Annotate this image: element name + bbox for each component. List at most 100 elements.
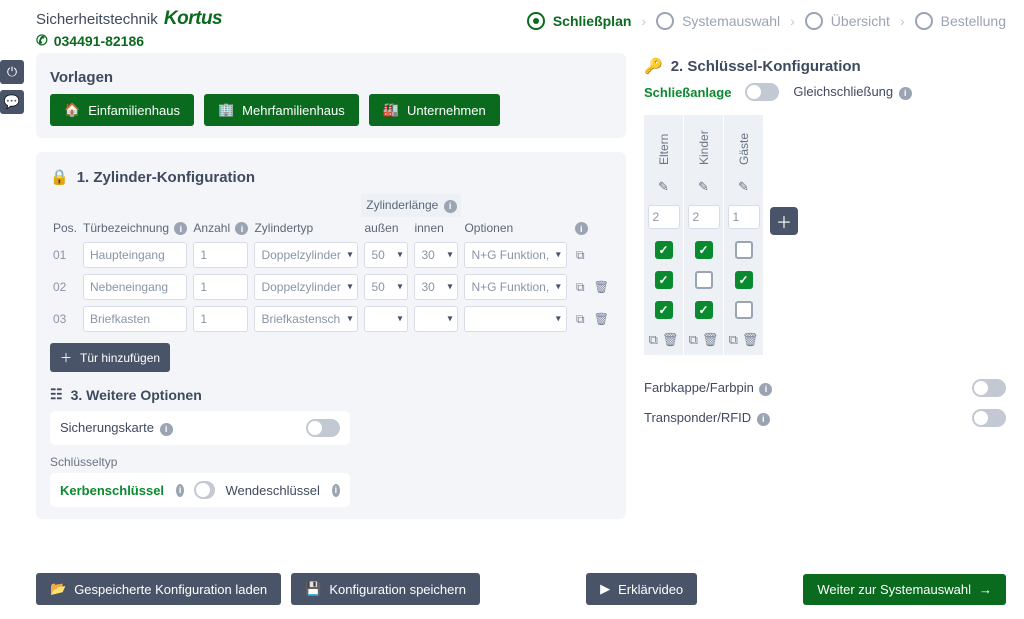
hdr-pos: Pos. <box>50 217 80 240</box>
key-matrix: Eltern✎⧉🗑Kinder✎⧉🗑Gäste✎⧉🗑＋ <box>644 115 1006 355</box>
phone-icon: ✆ <box>36 32 48 49</box>
info-icon[interactable]: i <box>444 200 457 213</box>
matrix-checkbox[interactable] <box>695 241 713 259</box>
edit-column-icon[interactable]: ✎ <box>658 173 669 201</box>
hdr-opts: Optionen <box>461 217 569 240</box>
opts-select[interactable]: N+G Funktion, ABH Kl.II <box>464 242 566 268</box>
qty-input[interactable] <box>193 306 248 332</box>
key-qty-input[interactable] <box>648 205 680 229</box>
type-select[interactable]: Doppelzylinder <box>254 274 358 300</box>
rail-power-icon[interactable]: ⏻ <box>0 60 24 84</box>
copy-column-icon[interactable]: ⧉ <box>689 332 698 348</box>
save-icon: 💾 <box>305 581 321 597</box>
delete-row-icon[interactable] <box>591 239 612 271</box>
home-icon: 🏠 <box>64 102 80 118</box>
edit-column-icon[interactable]: ✎ <box>698 173 709 201</box>
keys-title: 🔑2. Schlüssel-Konfiguration <box>644 57 1006 75</box>
copy-row-icon[interactable]: ⧉ <box>570 239 591 271</box>
copy-column-icon[interactable]: ⧉ <box>729 332 738 348</box>
step-bestellung[interactable]: Bestellung <box>915 12 1006 30</box>
outer-select[interactable]: 50 <box>364 274 408 300</box>
save-config-button[interactable]: 💾Konfiguration speichern <box>291 573 480 605</box>
inner-select[interactable] <box>414 306 458 332</box>
info-icon[interactable]: i <box>757 413 770 426</box>
matrix-checkbox[interactable] <box>655 271 673 289</box>
matrix-checkbox[interactable] <box>735 301 753 319</box>
qty-input[interactable] <box>193 242 248 268</box>
outer-select[interactable] <box>364 306 408 332</box>
opts-select[interactable]: N+G Funktion, ABH Kl.II <box>464 274 566 300</box>
transponder-toggle[interactable] <box>972 409 1006 427</box>
phone[interactable]: ✆ 034491-82186 <box>36 32 222 49</box>
templates-title: Vorlagen <box>50 69 612 86</box>
type-select[interactable]: Briefkastensch... <box>254 306 358 332</box>
info-icon[interactable]: i <box>235 222 248 235</box>
door-input[interactable] <box>83 274 187 300</box>
next-button[interactable]: Weiter zur Systemauswahl→ <box>803 574 1006 605</box>
step-uebersicht[interactable]: Übersicht <box>805 12 890 30</box>
key-column: Gäste✎ ⧉🗑 <box>724 115 764 355</box>
qty-input[interactable] <box>193 274 248 300</box>
opts-select[interactable] <box>464 306 566 332</box>
add-key-column-button[interactable]: ＋ <box>770 207 798 235</box>
template-unternehmen[interactable]: 🏭Unternehmen <box>369 94 500 126</box>
delete-column-icon[interactable]: 🗑 <box>742 332 759 348</box>
matrix-checkbox[interactable] <box>735 241 753 259</box>
key-column: Eltern✎ ⧉🗑 <box>644 115 684 355</box>
key-qty-input[interactable] <box>728 205 760 229</box>
outer-select[interactable]: 50 <box>364 242 408 268</box>
building-icon: 🏢 <box>218 102 234 118</box>
inner-select[interactable]: 30 <box>414 242 458 268</box>
template-einfamilienhaus[interactable]: 🏠Einfamilienhaus <box>50 94 194 126</box>
door-input[interactable] <box>83 306 187 332</box>
key-qty-input[interactable] <box>688 205 720 229</box>
farbkappe-toggle[interactable] <box>972 379 1006 397</box>
templates-card: Vorlagen 🏠Einfamilienhaus 🏢Mehrfamilienh… <box>36 53 626 138</box>
delete-row-icon[interactable]: 🗑 <box>591 303 612 335</box>
info-icon[interactable]: i <box>332 484 340 497</box>
matrix-checkbox[interactable] <box>695 271 713 289</box>
security-card-toggle[interactable] <box>306 419 340 437</box>
info-icon[interactable]: i <box>575 222 588 235</box>
security-card-row: Sicherungskarte i <box>50 411 350 445</box>
cylinder-card: 🔒1. Zylinder-Konfiguration Zylinderlänge… <box>36 152 626 519</box>
matrix-checkbox[interactable] <box>655 241 673 259</box>
copy-row-icon[interactable]: ⧉ <box>570 303 591 335</box>
info-icon[interactable]: i <box>174 222 187 235</box>
plus-icon: ＋ <box>60 349 72 366</box>
type-select[interactable]: Doppelzylinder <box>254 242 358 268</box>
keytype-wende: Wendeschlüssel <box>225 483 319 498</box>
copy-row-icon[interactable]: ⧉ <box>570 271 591 303</box>
matrix-checkbox[interactable] <box>655 301 673 319</box>
step-systemauswahl[interactable]: Systemauswahl <box>656 12 780 30</box>
keytype-label: Schlüsseltyp <box>50 455 612 469</box>
delete-column-icon[interactable]: 🗑 <box>662 332 679 348</box>
info-icon[interactable]: i <box>176 484 184 497</box>
door-input[interactable] <box>83 242 187 268</box>
delete-row-icon[interactable]: 🗑 <box>591 271 612 303</box>
key-col-name: Gäste <box>737 115 751 173</box>
video-button[interactable]: ▶Erklärvideo <box>586 573 697 605</box>
key-col-name: Kinder <box>697 115 711 173</box>
step-schliessplan[interactable]: Schließplan <box>527 12 632 30</box>
key-col-name: Eltern <box>657 115 671 173</box>
matrix-checkbox[interactable] <box>695 301 713 319</box>
row-pos: 01 <box>50 239 80 271</box>
edit-column-icon[interactable]: ✎ <box>738 173 749 201</box>
load-config-button[interactable]: 📂Gespeicherte Konfiguration laden <box>36 573 281 605</box>
info-icon[interactable]: i <box>160 423 173 436</box>
matrix-checkbox[interactable] <box>735 271 753 289</box>
keytype-row: Kerbenschlüssel i Wendeschlüssel i <box>50 473 350 507</box>
info-icon[interactable]: i <box>899 87 912 100</box>
footer: 📂Gespeicherte Konfiguration laden 💾Konfi… <box>36 573 1006 605</box>
delete-column-icon[interactable]: 🗑 <box>702 332 719 348</box>
cylinder-table: Zylinderlänge i Pos. Türbezeichnung i An… <box>50 194 612 335</box>
keytype-toggle[interactable] <box>194 481 215 499</box>
info-icon[interactable]: i <box>759 383 772 396</box>
template-mehrfamilienhaus[interactable]: 🏢Mehrfamilienhaus <box>204 94 359 126</box>
inner-select[interactable]: 30 <box>414 274 458 300</box>
rail-chat-icon[interactable]: 💬 <box>0 90 24 114</box>
copy-column-icon[interactable]: ⧉ <box>649 332 658 348</box>
add-door-button[interactable]: ＋Tür hinzufügen <box>50 343 170 372</box>
mode-toggle[interactable] <box>745 83 779 101</box>
